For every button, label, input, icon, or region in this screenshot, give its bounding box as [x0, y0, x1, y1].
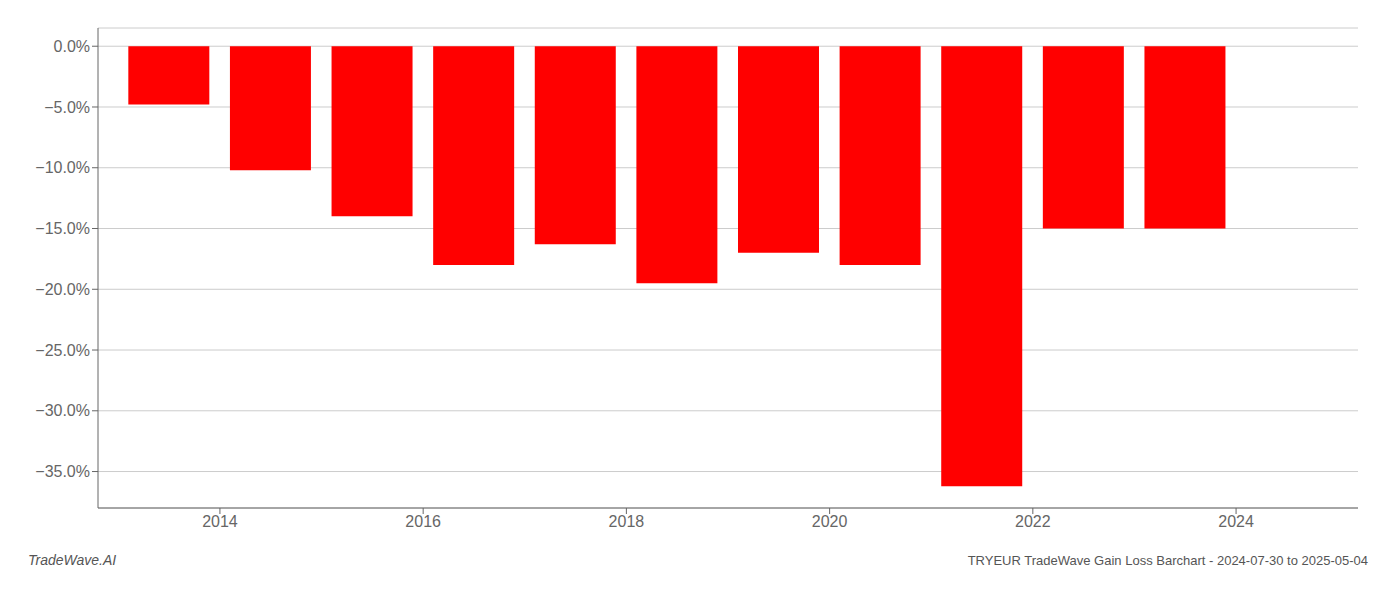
svg-text:−20.0%: −20.0%: [35, 281, 90, 298]
svg-text:−5.0%: −5.0%: [44, 99, 90, 116]
svg-text:2022: 2022: [1015, 513, 1051, 530]
svg-text:2020: 2020: [812, 513, 848, 530]
svg-text:−15.0%: −15.0%: [35, 220, 90, 237]
svg-text:2014: 2014: [202, 513, 238, 530]
html-text:TRYEUR TradeWave Gain Loss Bar: TRYEUR TradeWave Gain Loss Barchart - 20…: [967, 552, 1368, 568]
html-text:TradeWave.AI: TradeWave.AI: [28, 552, 117, 568]
svg-text:2016: 2016: [405, 513, 441, 530]
svg-text:−10.0%: −10.0%: [35, 159, 90, 176]
svg-text:−35.0%: −35.0%: [35, 463, 90, 480]
svg-text:2024: 2024: [1218, 513, 1254, 530]
svg-text:2018: 2018: [609, 513, 645, 530]
svg-text:0.0%: 0.0%: [54, 38, 90, 55]
svg-text:−25.0%: −25.0%: [35, 342, 90, 359]
svg-text:−30.0%: −30.0%: [35, 402, 90, 419]
